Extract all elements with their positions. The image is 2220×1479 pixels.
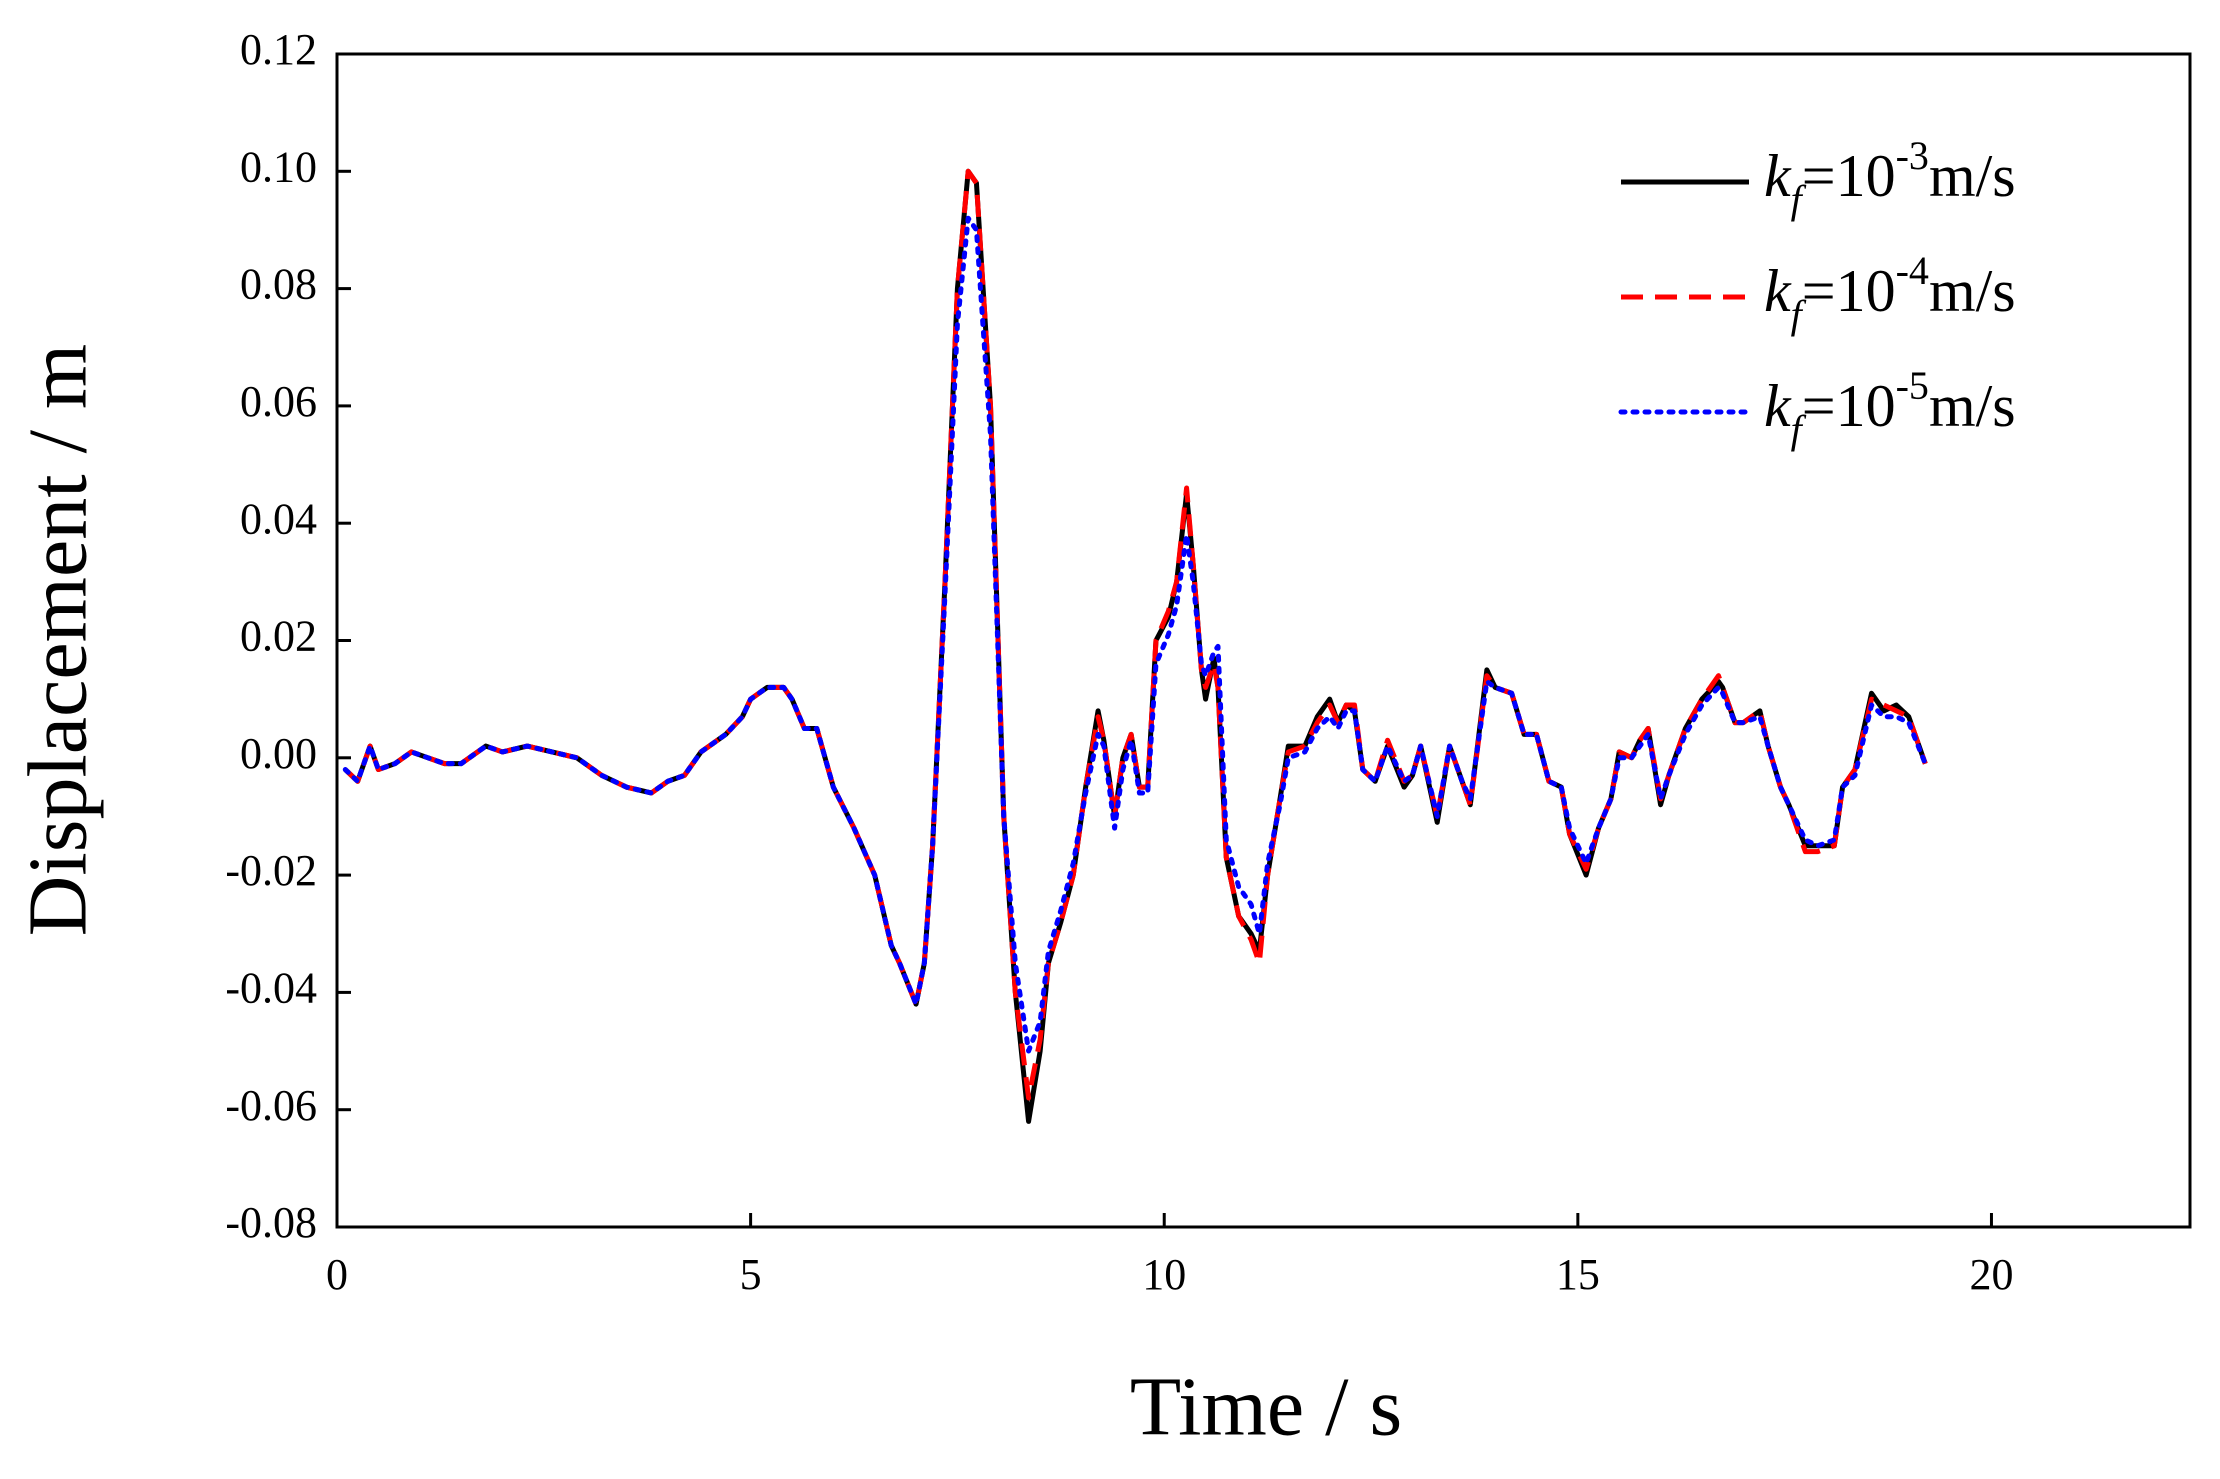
legend-label: kf=10-5m/s xyxy=(1764,363,2016,452)
x-axis-title: Time / s xyxy=(1130,1360,1402,1453)
y-tick-label: -0.08 xyxy=(225,1198,317,1247)
y-tick-label: -0.04 xyxy=(225,963,317,1012)
legend-label: kf=10-3m/s xyxy=(1764,133,2016,222)
y-tick-label: 0.10 xyxy=(240,142,317,191)
legend-label: kf=10-4m/s xyxy=(1764,248,2016,337)
y-tick-label: 0.02 xyxy=(240,612,317,661)
y-axis-title: Displacement / m xyxy=(11,344,104,937)
y-tick-label: 0.08 xyxy=(240,260,317,309)
series-line xyxy=(342,215,1928,1054)
y-tick-label: -0.06 xyxy=(225,1081,317,1130)
x-tick-label: 5 xyxy=(740,1250,762,1299)
x-tick-label: 0 xyxy=(326,1250,348,1299)
x-tick-label: 20 xyxy=(1969,1250,2013,1299)
y-tick-label: 0.12 xyxy=(240,25,317,74)
y-tick-label: -0.02 xyxy=(225,846,317,895)
y-tick-label: 0.06 xyxy=(240,377,317,426)
y-tick-label: 0.04 xyxy=(240,494,317,543)
plot-frame xyxy=(335,52,2192,1229)
x-tick-label: 15 xyxy=(1556,1250,1600,1299)
x-tick-label: 10 xyxy=(1142,1250,1186,1299)
y-tick-label: 0.00 xyxy=(240,729,317,778)
